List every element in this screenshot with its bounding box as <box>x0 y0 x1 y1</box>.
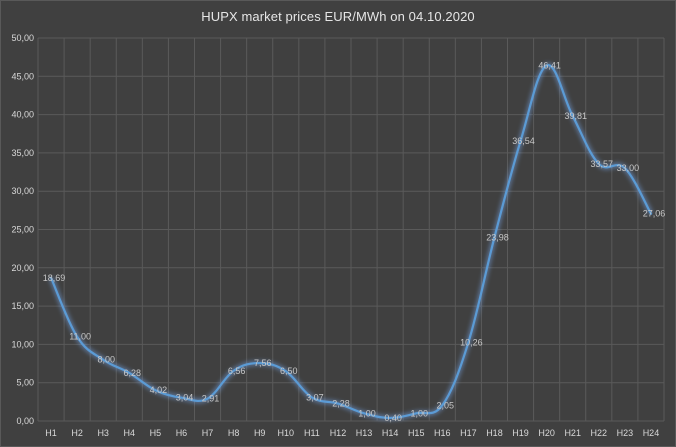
data-label: 11,00 <box>69 332 91 342</box>
data-label: 7,56 <box>254 358 272 368</box>
data-labels: 18,69 11,00 8,00 6,28 4,02 3,04 2,91 6,56 7,56 6,… <box>43 60 665 422</box>
data-label: 33,00 <box>617 163 640 173</box>
data-label: 23,98 <box>486 232 509 242</box>
data-label: 3,07 <box>306 392 324 402</box>
x-tick-label: H24 <box>643 428 660 438</box>
data-label: 6,28 <box>124 368 142 378</box>
y-tick-label: 40,00 <box>11 110 34 120</box>
x-axis-ticks: H1 H2 H3 H4 H5 H6 H7 H8 H9 H10 H11 H12 H13 H14 H15 H16 H… <box>45 428 659 438</box>
x-tick-label: H20 <box>538 428 555 438</box>
y-tick-label: 45,00 <box>11 71 34 81</box>
x-tick-label: H5 <box>150 428 162 438</box>
y-tick-label: 15,00 <box>11 301 34 311</box>
x-tick-label: H9 <box>254 428 266 438</box>
x-tick-label: H7 <box>202 428 214 438</box>
data-label: 2,05 <box>437 400 455 410</box>
data-label: 46,41 <box>538 60 561 70</box>
x-tick-label: H19 <box>512 428 529 438</box>
data-label: 33,57 <box>591 159 614 169</box>
data-label: 8,00 <box>97 355 115 365</box>
y-tick-label: 25,00 <box>11 225 34 235</box>
x-tick-label: H15 <box>408 428 425 438</box>
y-axis-ticks: 0,00 5,00 10,00 15,00 20,00 25,00 30,00 35,00 40… <box>11 33 34 426</box>
data-label: 6,56 <box>228 366 246 376</box>
y-tick-label: 30,00 <box>11 186 34 196</box>
x-tick-label: H16 <box>434 428 451 438</box>
x-tick-label: H11 <box>304 428 320 438</box>
y-tick-label: 0,00 <box>16 416 34 426</box>
x-tick-label: H22 <box>591 428 608 438</box>
x-tick-label: H17 <box>460 428 477 438</box>
x-tick-label: H12 <box>330 428 347 438</box>
y-tick-label: 35,00 <box>11 148 34 158</box>
series-line-group <box>48 62 654 421</box>
x-tick-label: H6 <box>176 428 188 438</box>
data-label: 2,28 <box>332 399 350 409</box>
y-tick-label: 5,00 <box>16 378 34 388</box>
x-tick-label: H21 <box>564 428 581 438</box>
gridlines <box>37 37 665 422</box>
data-label: 36,54 <box>512 136 535 146</box>
series-line <box>49 64 653 420</box>
data-label: 2,91 <box>202 394 220 404</box>
x-tick-label: H23 <box>617 428 634 438</box>
data-label: 10,26 <box>460 337 483 347</box>
y-tick-label: 50,00 <box>11 33 34 43</box>
data-label: 1,00 <box>358 408 376 418</box>
x-tick-label: H10 <box>278 428 295 438</box>
data-label: 1,00 <box>410 408 428 418</box>
x-tick-label: H2 <box>71 428 83 438</box>
data-label: 18,69 <box>43 273 66 283</box>
data-label: 39,81 <box>564 111 587 121</box>
x-tick-label: H3 <box>97 428 109 438</box>
data-label: 6,50 <box>280 366 298 376</box>
x-tick-label: H4 <box>124 428 136 438</box>
y-tick-label: 20,00 <box>11 263 34 273</box>
x-tick-label: H13 <box>356 428 373 438</box>
data-label: 3,04 <box>176 393 194 403</box>
x-tick-label: H14 <box>382 428 399 438</box>
data-label: 0,40 <box>384 413 402 423</box>
x-tick-label: H1 <box>45 428 57 438</box>
data-label: 4,02 <box>150 385 168 395</box>
y-tick-label: 10,00 <box>11 339 34 349</box>
chart-title: HUPX market prices EUR/MWh on 04.10.2020 <box>201 9 475 24</box>
data-label: 27,06 <box>643 209 666 219</box>
x-tick-label: H8 <box>228 428 240 438</box>
x-tick-label: H18 <box>486 428 503 438</box>
